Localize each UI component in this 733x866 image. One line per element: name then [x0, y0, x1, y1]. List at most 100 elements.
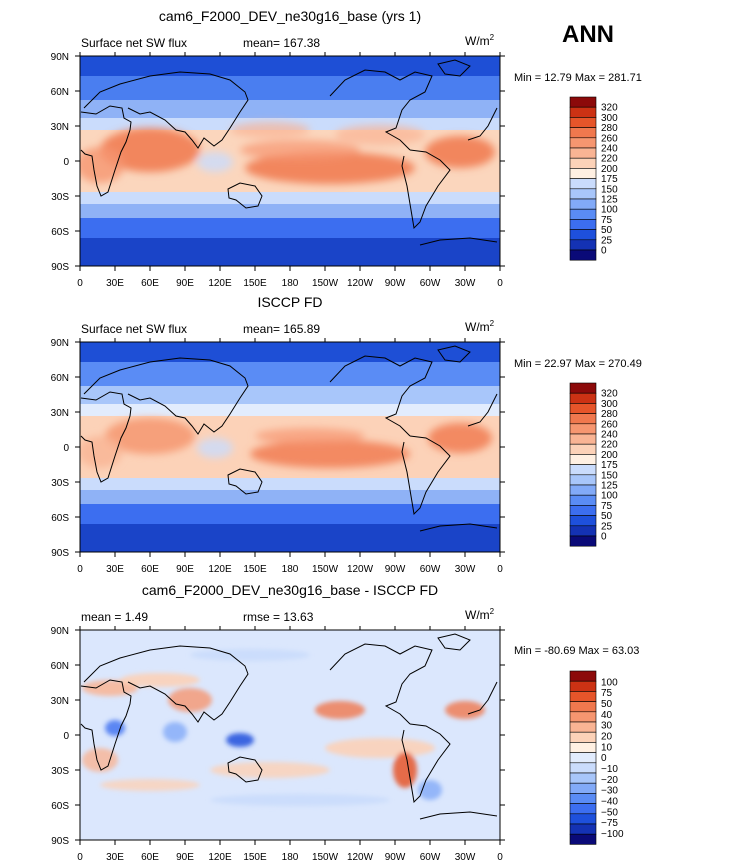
colorbar-level-label: 25: [601, 521, 613, 532]
x-tick-label: 120W: [347, 852, 374, 863]
colorbar-swatch: [569, 525, 597, 537]
colorbar-level-label: 300: [601, 399, 618, 410]
colorbar-swatch: [569, 484, 597, 496]
minmax-label: Min = 12.79 Max = 281.71: [514, 72, 642, 84]
x-tick-label: 30E: [106, 278, 124, 289]
colorbar-level-label: 75: [601, 501, 613, 512]
colorbar-level-label: −75: [601, 818, 618, 829]
y-tick-label: 60S: [51, 513, 69, 524]
panel-difference: cam6_F2000_DEV_ne30g16_base - ISCCP FD m…: [51, 582, 640, 863]
x-axis: 0 30E 60E 90E 120E 150E 180 150W 120W 90…: [77, 278, 503, 289]
x-tick-label: 120W: [347, 564, 374, 575]
units-label: W/m2: [465, 607, 495, 622]
x-tick-label: 0: [77, 852, 83, 863]
x-axis: 0 30E 60E 90E 120E 150E 180 150W 120W 90…: [77, 852, 503, 863]
x-tick-label: 120E: [208, 278, 232, 289]
coastlines: [80, 633, 498, 820]
panel-observations: ISCCP FD Surface net SW flux mean= 165.8…: [51, 294, 642, 575]
x-tick-label: 90W: [385, 278, 406, 289]
rmse-label: rmse = 13.63: [243, 610, 314, 624]
x-tick-label: 30E: [106, 852, 124, 863]
y-tick-label: 0: [63, 731, 69, 742]
x-tick-label: 30W: [455, 852, 476, 863]
colorbar-swatch: [569, 208, 597, 220]
mean-label: mean= 167.38: [243, 36, 320, 50]
minmax-label: Min = -80.69 Max = 63.03: [514, 645, 639, 657]
colorbar-swatch: [569, 423, 597, 435]
x-tick-label: 120W: [347, 278, 374, 289]
colorbar-level-label: 220: [601, 440, 618, 451]
colorbar-swatch: [569, 731, 597, 743]
y-tick-label: 60S: [51, 227, 69, 238]
colorbar-level-label: 30: [601, 721, 613, 732]
x-tick-label: 90W: [385, 852, 406, 863]
y-tick-label: 30S: [51, 192, 69, 203]
variable-label: Surface net SW flux: [81, 322, 187, 336]
colorbar-swatch: [569, 188, 597, 200]
colorbar-level-label: −40: [601, 797, 618, 808]
x-tick-label: 90E: [176, 852, 194, 863]
x-tick-label: 180: [282, 278, 299, 289]
x-tick-label: 0: [497, 278, 503, 289]
colorbar-swatch: [569, 157, 597, 169]
map-plot: [79, 629, 501, 841]
panel-model: cam6_F2000_DEV_ne30g16_base (yrs 1) Surf…: [51, 8, 642, 289]
y-tick-label: 30S: [51, 478, 69, 489]
y-axis: 90N 60N 30N 0 30S 60S 90S: [51, 52, 70, 273]
y-tick-label: 90N: [51, 52, 69, 63]
ocean-background: [80, 630, 500, 840]
colorbar-level-label: 150: [601, 184, 618, 195]
coastlines: [80, 345, 498, 532]
colorbar-swatch: [569, 803, 597, 815]
x-tick-label: 150E: [243, 564, 267, 575]
colorbar-level-label: 0: [601, 246, 607, 257]
colorbar-level-label: 100: [601, 677, 618, 688]
y-tick-label: 30N: [51, 122, 69, 133]
colorbar-swatch: [569, 137, 597, 149]
y-tick-label: 0: [63, 157, 69, 168]
colorbar-level-label: 100: [601, 491, 618, 502]
colorbar-swatch: [569, 505, 597, 516]
colorbar-level-label: 200: [601, 450, 618, 461]
colorbar-swatch: [569, 106, 597, 118]
x-tick-label: 60E: [141, 852, 159, 863]
x-tick-label: 90W: [385, 564, 406, 575]
colorbar-level-label: 50: [601, 225, 613, 236]
colorbar-level-label: 50: [601, 699, 613, 710]
colorbar-swatch: [569, 474, 597, 486]
y-tick-label: 60S: [51, 801, 69, 812]
colorbar-swatch: [569, 443, 597, 455]
x-tick-label: 60E: [141, 278, 159, 289]
colorbar-swatch: [569, 392, 597, 404]
x-tick-label: 150W: [312, 564, 339, 575]
season-label: ANN: [562, 21, 614, 48]
colorbar-swatch: [569, 219, 597, 230]
colorbar-level-label: 0: [601, 753, 607, 764]
colorbar-level-label: 320: [601, 389, 618, 400]
x-tick-label: 30W: [455, 278, 476, 289]
colorbar-swatch: [569, 178, 597, 190]
colorbar-swatch: [569, 742, 597, 753]
y-tick-label: 90N: [51, 626, 69, 637]
x-tick-label: 150E: [243, 278, 267, 289]
colorbar-swatch: [569, 535, 597, 547]
x-tick-label: 0: [497, 852, 503, 863]
colorbar-swatch: [569, 813, 597, 825]
x-tick-label: 180: [282, 852, 299, 863]
colorbar-level-label: 220: [601, 154, 618, 165]
map-plot: [79, 341, 501, 553]
colorbar-level-label: 125: [601, 195, 618, 206]
colorbar-level-label: 260: [601, 133, 618, 144]
x-tick-label: 60W: [420, 278, 441, 289]
colorbar-swatch: [569, 494, 597, 506]
x-tick-label: 120E: [208, 852, 232, 863]
x-tick-label: 30E: [106, 564, 124, 575]
colorbar-swatch: [569, 721, 597, 733]
colorbar-level-label: 75: [601, 688, 613, 699]
x-axis: 0 30E 60E 90E 120E 150E 180 150W 120W 90…: [77, 564, 503, 575]
colorbar-level-label: 100: [601, 205, 618, 216]
x-tick-label: 120E: [208, 564, 232, 575]
